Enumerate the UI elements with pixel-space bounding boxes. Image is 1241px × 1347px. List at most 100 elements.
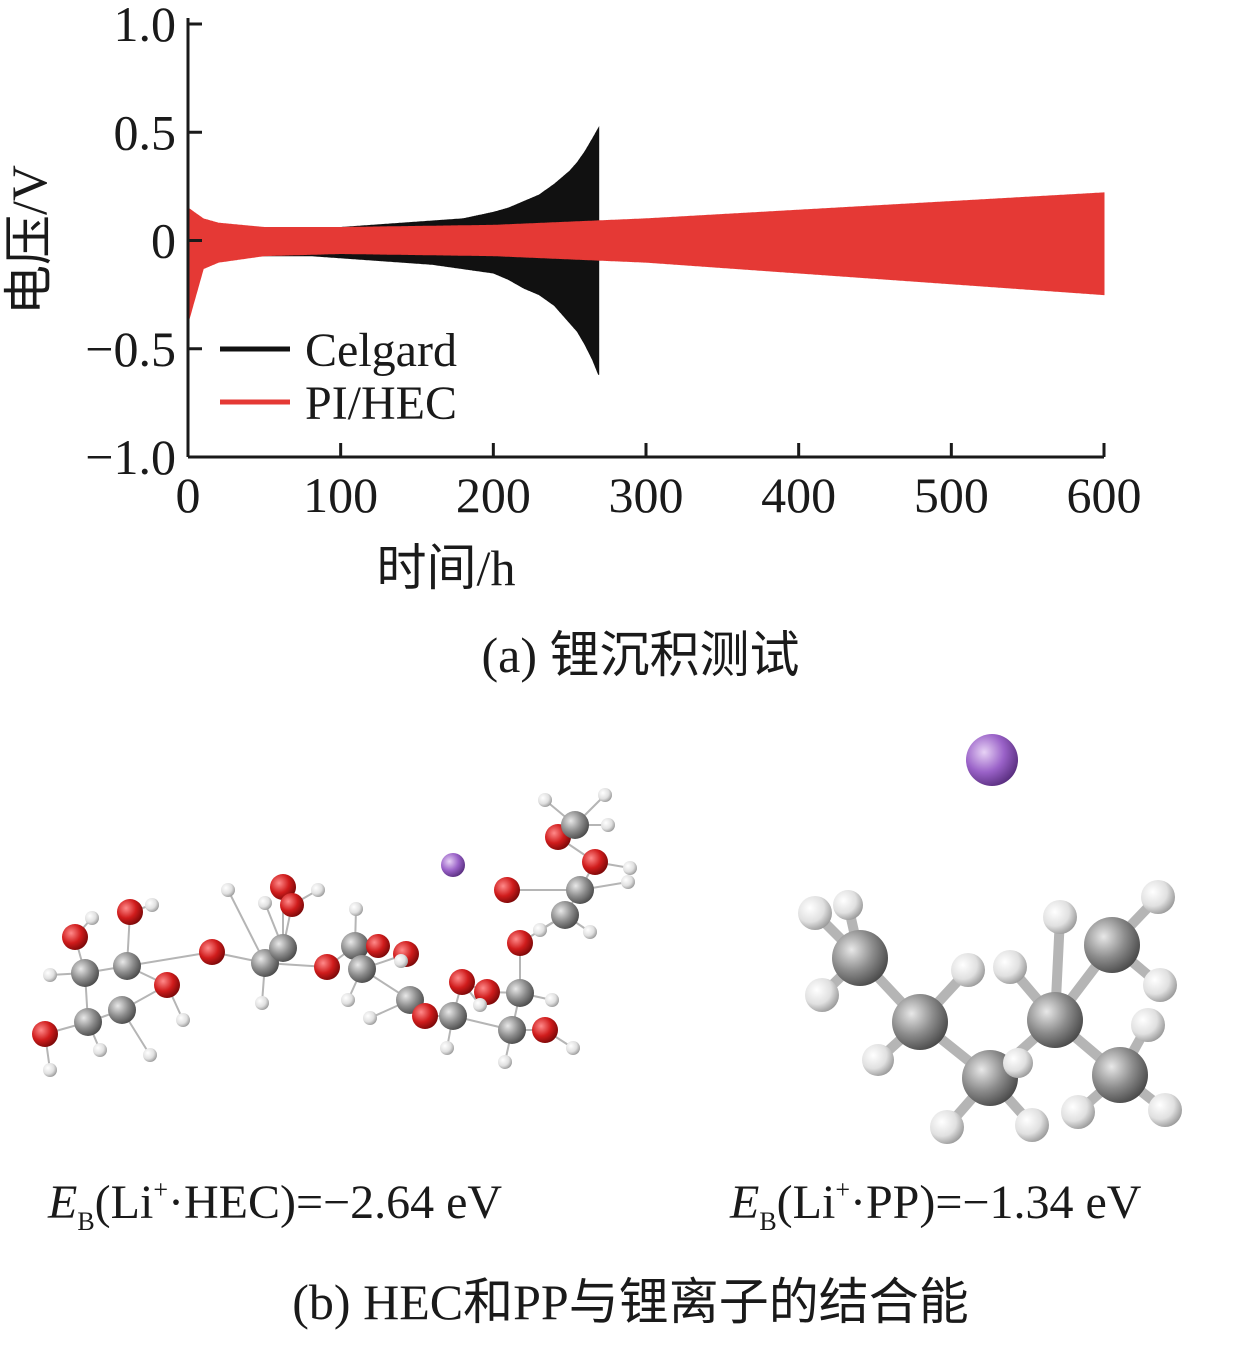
hydrogen-atom xyxy=(1143,968,1177,1002)
carbon-atom xyxy=(561,811,589,839)
carbon-atom xyxy=(113,952,141,980)
lithium-atom xyxy=(441,853,465,877)
carbon-atom xyxy=(439,1002,467,1030)
hydrogen-atom xyxy=(143,1048,157,1062)
caption-a: (a) 锂沉积测试 xyxy=(481,627,800,683)
oxygen-atom xyxy=(280,893,304,917)
x-tick-label: 400 xyxy=(761,467,836,523)
hydrogen-atom xyxy=(85,911,99,925)
eb-hec-charge: + xyxy=(153,1175,168,1204)
carbon-atom xyxy=(506,979,534,1007)
carbon-atom xyxy=(892,994,948,1050)
hydrogen-atom xyxy=(623,861,637,875)
y-axis-label: 电压/V xyxy=(1,165,57,315)
hydrogen-atom xyxy=(862,1044,894,1076)
eb-pp-symbol: E xyxy=(730,1176,760,1229)
bond xyxy=(126,951,213,967)
oxygen-atom xyxy=(412,1003,438,1029)
hydrogen-atom xyxy=(805,978,839,1012)
carbon-atom xyxy=(341,932,369,960)
oxygen-atom xyxy=(62,924,88,950)
binding-energy-hec: EB(Li+·HEC)=−2.64 eV xyxy=(48,1175,503,1236)
hydrogen-atom xyxy=(258,896,272,910)
hydrogen-atom xyxy=(583,925,597,939)
hydrogen-atom xyxy=(349,902,363,916)
x-tick-label: 0 xyxy=(176,467,201,523)
x-tick-label: 500 xyxy=(914,467,989,523)
oxygen-atom xyxy=(532,1017,558,1043)
hydrogen-atom xyxy=(498,1055,512,1069)
hydrogen-atom xyxy=(598,788,612,802)
x-tick-label: 200 xyxy=(456,467,531,523)
hydrogen-atom xyxy=(621,875,635,889)
hydrogen-atom xyxy=(311,883,325,897)
hydrogen-atom xyxy=(1131,1008,1165,1042)
y-tick-label: 1.0 xyxy=(114,0,177,52)
eb-hec-value: ·HEC)=−2.64 eV xyxy=(167,1176,503,1229)
eb-pp-species: Li xyxy=(792,1176,836,1229)
eb-pp-subscript: B xyxy=(759,1207,777,1236)
y-tick-label: −1.0 xyxy=(85,429,176,485)
carbon-atom xyxy=(348,955,376,983)
hydrogen-atom xyxy=(93,1043,107,1057)
series-pi-hec xyxy=(187,192,1105,323)
oxygen-atom xyxy=(314,954,340,980)
eb-hec-symbol: E xyxy=(48,1176,78,1229)
legend-label-1: PI/HEC xyxy=(305,377,457,430)
x-axis-label: 时间/h xyxy=(377,540,516,596)
pp-molecule xyxy=(798,734,1182,1144)
hydrogen-atom xyxy=(1043,900,1077,934)
hydrogen-atom xyxy=(930,1110,964,1144)
oxygen-atom xyxy=(582,849,608,875)
hydrogen-atom xyxy=(394,954,408,968)
hec-molecule xyxy=(32,788,637,1077)
oxygen-atom xyxy=(494,877,520,903)
voltage-time-chart: 1.00.50−0.5−1.00 100 200 300 400 500 600时间/h电压… xyxy=(1,0,1142,596)
oxygen-atom xyxy=(154,972,180,998)
hydrogen-atom xyxy=(145,898,159,912)
hydrogen-atom xyxy=(255,996,269,1010)
eb-pp-value: ·PP)=−1.34 eV xyxy=(849,1176,1142,1229)
hydrogen-atom xyxy=(566,1041,580,1055)
hydrogen-atom xyxy=(43,1063,57,1077)
carbon-atom xyxy=(566,876,594,904)
y-tick-label: 0.5 xyxy=(114,104,177,160)
carbon-atom xyxy=(1084,917,1140,973)
eb-hec-subscript: B xyxy=(77,1207,95,1236)
oxygen-atom xyxy=(117,899,143,925)
caption-b: (b) HEC和PP与锂离子的结合能 xyxy=(292,1274,969,1330)
carbon-atom xyxy=(71,959,99,987)
hydrogen-atom xyxy=(341,993,355,1007)
hydrogen-atom xyxy=(473,998,487,1012)
oxygen-atom xyxy=(199,939,225,965)
x-tick-label: 300 xyxy=(609,467,684,523)
carbon-atom xyxy=(832,930,888,986)
x-tick-label: 100 xyxy=(303,467,378,523)
eb-pp-charge: + xyxy=(835,1175,850,1204)
carbon-atom xyxy=(74,1008,102,1036)
oxygen-atom xyxy=(449,969,475,995)
carbon-atom xyxy=(1027,992,1083,1048)
hydrogen-atom xyxy=(1015,1108,1049,1142)
oxygen-atom xyxy=(507,930,533,956)
hydrogen-atom xyxy=(545,993,559,1007)
axes-layer: 1.00.50−0.5−1.00 100 200 300 400 500 600时间/h电压… xyxy=(1,0,1142,596)
hydrogen-atom xyxy=(221,883,235,897)
hydrogen-atom xyxy=(1061,1095,1095,1129)
lithium-atom xyxy=(966,734,1018,786)
legend-label-0: Celgard xyxy=(305,324,457,377)
hydrogen-atom xyxy=(176,1013,190,1027)
x-tick-label: 600 xyxy=(1067,467,1142,523)
hydrogen-atom xyxy=(363,1011,377,1025)
carbon-atom xyxy=(108,996,136,1024)
eb-hec-species: Li xyxy=(110,1176,154,1229)
hydrogen-atom xyxy=(833,890,863,920)
carbon-atom xyxy=(269,934,297,962)
carbon-atom xyxy=(498,1016,526,1044)
hydrogen-atom xyxy=(1141,880,1175,914)
series-layer xyxy=(187,126,1105,375)
hydrogen-atom xyxy=(440,1041,454,1055)
hydrogen-atom xyxy=(533,923,547,937)
